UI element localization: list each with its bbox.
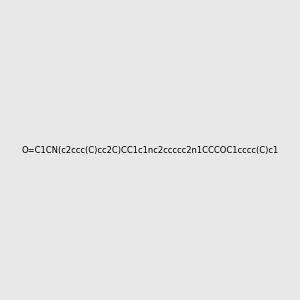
Text: O=C1CN(c2ccc(C)cc2C)CC1c1nc2ccccc2n1CCCOC1cccc(C)c1: O=C1CN(c2ccc(C)cc2C)CC1c1nc2ccccc2n1CCCO… [21,146,279,154]
